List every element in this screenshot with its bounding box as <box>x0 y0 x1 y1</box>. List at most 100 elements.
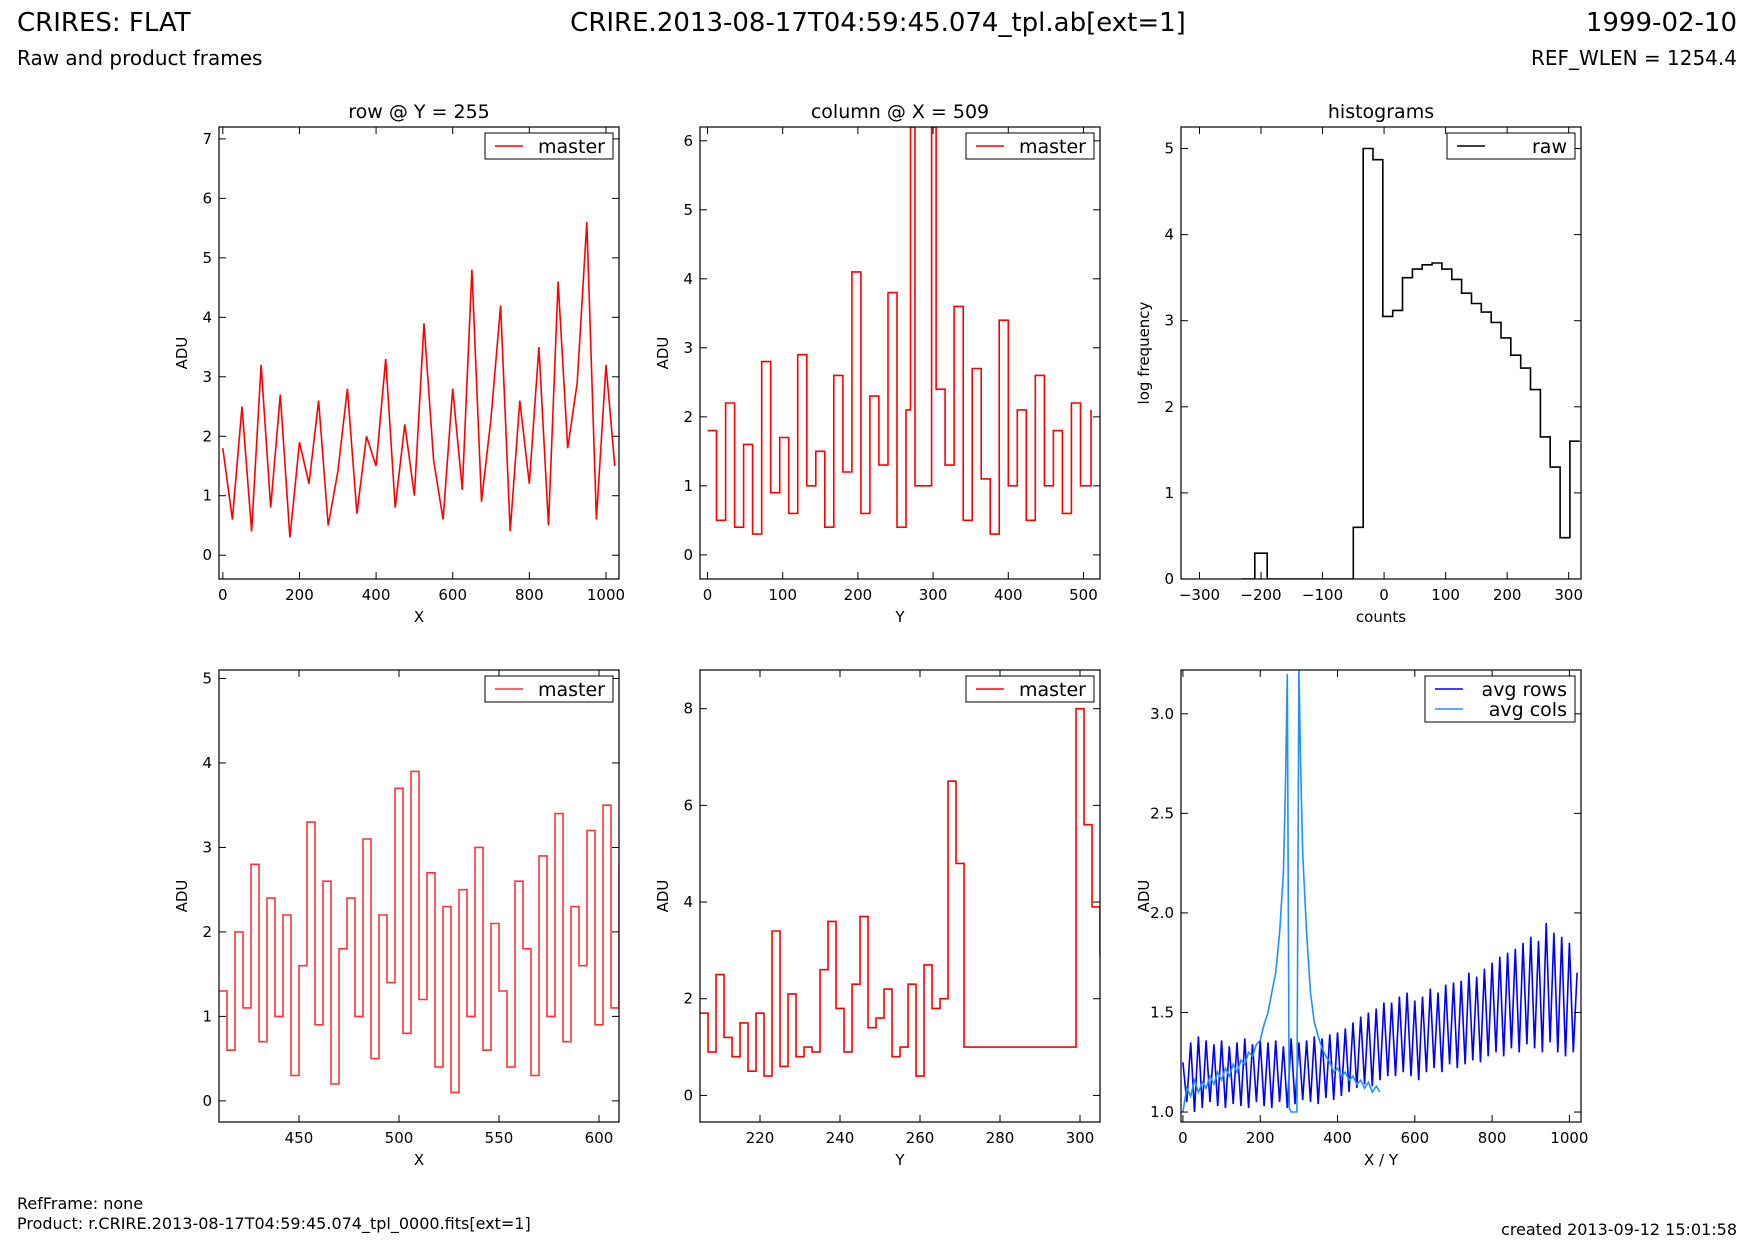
series-line-raw <box>1242 147 1580 579</box>
plot-frame <box>1180 669 1582 1123</box>
y-tick-label: 3 <box>202 838 212 856</box>
x-tick-label: 200 <box>1493 586 1522 604</box>
legend-box <box>1424 675 1576 723</box>
y-axis-label: ADU <box>654 337 672 370</box>
y-tick-label: 0 <box>683 546 693 564</box>
y-tick-label: 1 <box>683 477 693 495</box>
y-tick-label: 2 <box>202 427 212 445</box>
series-line-master <box>700 707 1100 1077</box>
y-tick-label: 4 <box>683 270 693 288</box>
x-tick-label: −200 <box>1240 586 1281 604</box>
ref-wlen-label: REF_WLEN = 1254.4 <box>1530 46 1737 70</box>
x-tick-label: 300 <box>919 586 948 604</box>
y-axis-label: ADU <box>173 337 191 370</box>
chart-column-cut: 0 100 200 300 400 500 0 1 2 3 4 5 6 column @ X = 509 Y… <box>654 101 1101 626</box>
x-tick-label: 0 <box>703 586 713 604</box>
x-axis-label: counts <box>1356 608 1406 626</box>
y-axis-label: log frequency <box>1135 301 1153 404</box>
y-tick-label: 0 <box>1164 570 1174 588</box>
x-tick-label: 400 <box>994 586 1023 604</box>
x-tick-label: 400 <box>1323 1129 1352 1147</box>
x-tick-label: 600 <box>1400 1129 1429 1147</box>
y-tick-label: 1 <box>1164 484 1174 502</box>
chart-column-zoom: 220 240 260 280 300 0 2 4 6 8 Y ADU master <box>654 669 1101 1169</box>
page-title: CRIRES: FLAT <box>17 8 191 38</box>
chart-title: row @ Y = 255 <box>348 101 490 123</box>
plot-frame <box>218 126 620 580</box>
x-tick-label: 240 <box>826 1129 855 1147</box>
x-axis-label: X <box>414 608 424 626</box>
y-tick-label: 3 <box>1164 312 1174 330</box>
series-line-avg-cols <box>1182 670 1381 1113</box>
y-tick-label: 2 <box>683 990 693 1008</box>
y-tick-label: 1 <box>202 487 212 505</box>
x-tick-label: 450 <box>285 1129 314 1147</box>
x-axis-label: X / Y <box>1364 1151 1399 1169</box>
plot-frame <box>699 669 1101 1123</box>
series-line-master <box>707 127 1092 535</box>
y-tick-label: 2.5 <box>1150 804 1174 822</box>
y-tick-label: 3.0 <box>1150 705 1174 723</box>
y-tick-label: 4 <box>683 893 693 911</box>
x-tick-label: 100 <box>1431 586 1460 604</box>
x-tick-label: 220 <box>746 1129 775 1147</box>
y-tick-label: 5 <box>202 249 212 267</box>
legend-label: avg cols <box>1489 699 1567 721</box>
y-axis-label: ADU <box>654 880 672 913</box>
legend-label: master <box>1019 136 1086 158</box>
y-tick-label: 5 <box>683 201 693 219</box>
x-axis-label: X <box>414 1151 424 1169</box>
file-title: CRIRE.2013-08-17T04:59:45.074_tpl.ab[ext… <box>570 8 1186 38</box>
x-tick-label: 200 <box>1246 1129 1275 1147</box>
chart-title: histograms <box>1328 101 1434 123</box>
y-tick-label: 3 <box>202 368 212 386</box>
y-axis-label: ADU <box>173 880 191 913</box>
y-tick-label: 4 <box>202 308 212 326</box>
y-tick-label: 1.5 <box>1150 1003 1174 1021</box>
page-subtitle: Raw and product frames <box>17 46 263 70</box>
x-tick-label: 600 <box>585 1129 614 1147</box>
chart-title: column @ X = 509 <box>811 101 989 123</box>
footer-refframe: RefFrame: none <box>17 1194 144 1213</box>
series-line-master <box>222 222 616 538</box>
plot-frame <box>218 669 620 1123</box>
y-tick-label: 6 <box>683 796 693 814</box>
plot-frame <box>1180 126 1582 580</box>
y-tick-label: 2 <box>202 923 212 941</box>
y-tick-label: 3 <box>683 339 693 357</box>
y-tick-label: 4 <box>202 754 212 772</box>
y-tick-label: 6 <box>683 132 693 150</box>
y-tick-label: 8 <box>683 700 693 718</box>
x-tick-label: 280 <box>986 1129 1015 1147</box>
y-tick-label: 1 <box>202 1007 212 1025</box>
chart-row-cut: 0 200 400 600 800 1000 0 1 2 3 4 5 6 7 row @ Y = 255 X A… <box>173 101 625 626</box>
x-tick-label: 200 <box>844 586 873 604</box>
chart-averages: 0 200 400 600 800 1000 1.0 1.5 2.0 2.5 3.0 X / Y ADU… <box>1135 669 1588 1169</box>
x-tick-label: 800 <box>1478 1129 1507 1147</box>
x-tick-label: 600 <box>438 586 467 604</box>
x-tick-label: 260 <box>906 1129 935 1147</box>
plot-frame <box>699 126 1101 580</box>
legend-label: master <box>1019 679 1086 701</box>
series-line-master <box>219 770 619 1094</box>
x-tick-label: 0 <box>218 586 228 604</box>
x-tick-label: 100 <box>768 586 797 604</box>
y-tick-label: 6 <box>202 189 212 207</box>
legend-label: raw <box>1532 136 1567 158</box>
x-tick-label: 300 <box>1554 586 1583 604</box>
y-tick-label: 5 <box>202 669 212 687</box>
date-label: 1999-02-10 <box>1585 8 1737 38</box>
y-tick-label: 5 <box>1164 140 1174 158</box>
footer-product: Product: r.CRIRE.2013-08-17T04:59:45.074… <box>17 1214 531 1233</box>
series-line-avg-rows <box>1182 922 1578 1113</box>
x-tick-label: 200 <box>285 586 314 604</box>
x-tick-label: 300 <box>1066 1129 1095 1147</box>
chart-histograms: −300 −200 −100 0 100 200 300 0 1 2 3 4 5 histograms co… <box>1135 101 1583 626</box>
x-tick-label: 0 <box>1178 1129 1188 1147</box>
y-tick-label: 4 <box>1164 226 1174 244</box>
x-tick-label: −100 <box>1302 586 1343 604</box>
chart-row-zoom: 450 500 550 600 0 1 2 3 4 5 X ADU master <box>173 669 620 1169</box>
y-tick-label: 1.0 <box>1150 1103 1174 1121</box>
x-axis-label: Y <box>894 608 905 626</box>
